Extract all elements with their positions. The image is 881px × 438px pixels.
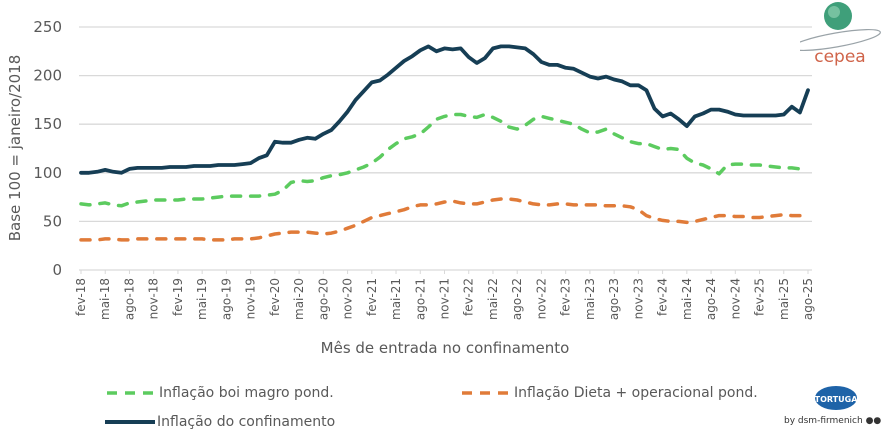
dsm-dots-icon: ●●● bbox=[865, 416, 881, 426]
x-tick-label: nov-20 bbox=[341, 278, 355, 319]
x-tick-label: ago-24 bbox=[704, 278, 718, 320]
x-tick-label: mai-19 bbox=[195, 278, 209, 320]
x-tick-label: nov-18 bbox=[147, 278, 161, 319]
x-tick-label: fev-18 bbox=[74, 278, 88, 316]
x-tick-label: nov-23 bbox=[631, 278, 645, 319]
legend-solid-line-icon bbox=[105, 420, 155, 424]
x-tick-label: fev-19 bbox=[171, 278, 185, 316]
dsm-firmenich-text: by dsm-firmenich ●●● bbox=[784, 416, 881, 426]
x-tick-label: fev-21 bbox=[365, 278, 379, 316]
x-tick-label: fev-22 bbox=[462, 278, 476, 316]
x-tick-label: ago-25 bbox=[801, 278, 815, 320]
legend-item-confinamento: Inflação do confinamento bbox=[103, 414, 335, 430]
legend-label: Inflação Dieta + operacional pond. bbox=[514, 385, 758, 401]
x-tick-label: fev-24 bbox=[656, 278, 670, 316]
x-tick-label: ago-18 bbox=[122, 278, 136, 320]
x-tick-label: nov-22 bbox=[534, 278, 548, 319]
x-tick-label: mai-18 bbox=[98, 278, 112, 320]
y-tick-label: 100 bbox=[33, 164, 62, 182]
y-axis-title: Base 100 = janeiro/2018 bbox=[6, 55, 24, 242]
x-tick-label: ago-20 bbox=[316, 278, 330, 320]
series-line-2 bbox=[79, 44, 810, 175]
legend-label: Inflação do confinamento bbox=[157, 414, 336, 430]
x-tick-label: ago-19 bbox=[219, 278, 233, 320]
dsm-label: by dsm-firmenich bbox=[784, 416, 863, 426]
gridlines bbox=[79, 26, 812, 271]
x-tick-label: mai-24 bbox=[680, 278, 694, 320]
legend-label: Inflação boi magro pond. bbox=[159, 385, 334, 401]
x-axis-title: Mês de entrada no confinamento bbox=[321, 339, 570, 357]
y-tick-labels: 0 50 100 150 200 250 bbox=[33, 18, 62, 279]
legend-dash-orange-icon bbox=[462, 391, 508, 395]
y-tick-label: 150 bbox=[33, 115, 62, 133]
x-axis: fev-18 mai-18 ago-18 nov-18 fev-19 mai-19 ago-… bbox=[74, 270, 815, 320]
cepea-logo: cepea bbox=[800, 2, 881, 67]
legend-item-dieta: Inflação Dieta + operacional pond. bbox=[460, 385, 758, 401]
x-tick-label: mai-21 bbox=[389, 278, 403, 320]
series-lines bbox=[79, 44, 810, 242]
x-tick-label: fev-20 bbox=[268, 278, 282, 316]
y-tick-label: 200 bbox=[33, 67, 62, 85]
x-tick-label: nov-19 bbox=[244, 278, 258, 319]
y-tick-label: 50 bbox=[43, 212, 62, 230]
x-tick-label: fev-25 bbox=[753, 278, 767, 316]
series-line-0 bbox=[79, 112, 810, 208]
tortuga-logo-text: TORTUGA bbox=[815, 395, 859, 404]
legend-item-boi-magro: Inflação boi magro pond. bbox=[105, 385, 334, 401]
y-tick-label: 250 bbox=[33, 18, 62, 36]
series-line-1 bbox=[79, 197, 810, 242]
x-tick-label: ago-21 bbox=[413, 278, 427, 320]
x-tick-label: fev-23 bbox=[559, 278, 573, 316]
legend-dash-green-icon bbox=[107, 391, 153, 395]
tortuga-logo: TORTUGA bbox=[815, 386, 859, 410]
cepea-logo-text: cepea bbox=[814, 47, 865, 67]
x-tick-label: ago-22 bbox=[510, 278, 524, 320]
x-tick-label: mai-25 bbox=[777, 278, 791, 320]
x-tick-label: nov-21 bbox=[438, 278, 452, 319]
x-tick-label: mai-20 bbox=[292, 278, 306, 320]
x-tick-label: ago-23 bbox=[607, 278, 621, 320]
x-tick-label: nov-24 bbox=[728, 278, 742, 319]
x-tick-label: mai-23 bbox=[583, 278, 597, 320]
y-tick-label: 0 bbox=[52, 261, 62, 279]
x-tick-label: mai-22 bbox=[486, 278, 500, 320]
